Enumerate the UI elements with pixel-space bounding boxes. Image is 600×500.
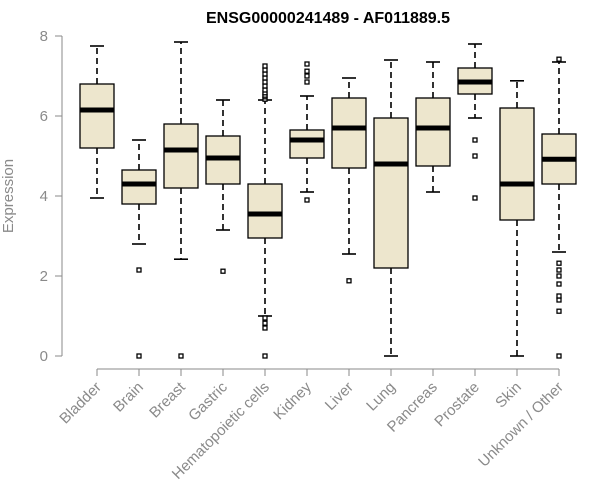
iqr-box [247,183,283,239]
outlier-point [556,267,562,273]
iqr-box [79,83,115,149]
outlier-point [136,267,142,273]
y-tick-label: 8 [40,28,48,45]
outlier-point [556,273,562,279]
outlier-point [556,293,562,299]
x-tick-label: Breast [146,378,189,421]
outlier-point [220,268,226,274]
outlier-point [304,79,310,85]
box-brain [121,139,157,359]
box-lung [373,59,409,357]
outlier-point [262,325,268,331]
outlier-point [556,56,562,62]
iqr-box [373,117,409,269]
iqr-box [121,169,157,205]
box-prostate [457,43,493,201]
box-unknown-other [541,56,577,359]
outlier-point [262,320,268,326]
y-tick-label: 4 [40,188,48,205]
iqr-box [499,107,535,221]
box-gastric [205,99,241,274]
outlier-point [556,308,562,314]
outlier-point [556,353,562,359]
outlier-point [262,353,268,359]
y-tick-label: 2 [40,268,48,285]
outlier-point [178,353,184,359]
outlier-point [556,260,562,266]
y-axis: 0 2 4 6 8 [40,28,63,365]
x-tick-label: Lung [363,379,399,415]
y-tick-label: 0 [40,348,48,365]
outlier-point [262,315,268,321]
box-skin [499,80,535,357]
iqr-box [415,97,451,167]
outlier-point [304,68,310,74]
outlier-point [304,73,310,79]
y-axis-label: Expression [0,159,17,233]
box-bladder [79,45,115,199]
chart-title: ENSG00000241489 - AF011889.5 [206,10,450,27]
x-tick-label: Prostate [431,379,483,431]
outlier-point [472,137,478,143]
box-kidney [289,61,325,203]
y-tick-label: 6 [40,108,48,125]
x-tick-label: Kidney [270,378,315,423]
outlier-point [304,197,310,203]
x-tick-label: Skin [492,379,525,412]
x-tick-label: Bladder [56,379,105,428]
outlier-point [262,63,268,69]
outlier-point [556,281,562,287]
box-breast [163,41,199,359]
outlier-point [472,195,478,201]
x-tick-label: Brain [110,379,147,416]
box-hematopoietic-cells [247,63,283,359]
iqr-box [289,129,325,159]
outlier-point [346,278,352,284]
outlier-point [136,353,142,359]
boxes-layer [79,41,577,359]
outlier-point [304,61,310,67]
iqr-box [163,123,199,189]
box-pancreas [415,61,451,193]
x-tick-label: Liver [322,379,357,414]
iqr-box [331,97,367,169]
box-liver [331,77,367,284]
outlier-point [472,153,478,159]
